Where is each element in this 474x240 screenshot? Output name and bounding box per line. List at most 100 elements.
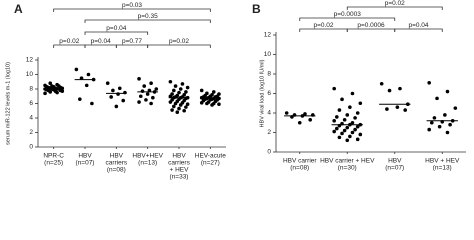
data-point <box>117 86 122 91</box>
bracket <box>299 17 396 21</box>
data-point <box>140 89 145 93</box>
data-point <box>337 135 342 140</box>
data-point <box>172 88 176 93</box>
data-point <box>435 96 439 101</box>
data-point <box>50 84 54 88</box>
p-value: p=0.02 <box>385 0 405 7</box>
data-point <box>138 94 143 99</box>
x-tick-label: (n=08) <box>107 167 126 174</box>
data-point <box>109 95 113 99</box>
x-tick-label: HBV + HEV <box>425 158 460 165</box>
x-tick-label: HBV carrier <box>283 158 317 165</box>
background <box>0 0 474 186</box>
data-point <box>199 88 204 93</box>
data-point <box>284 111 289 115</box>
x-tick-label: carriers <box>168 160 190 167</box>
data-point <box>168 94 173 99</box>
data-point <box>385 107 389 111</box>
data-point <box>443 113 447 117</box>
data-point <box>170 108 174 112</box>
y-tick-label: 4 <box>267 110 271 117</box>
data-point <box>337 108 342 112</box>
data-point <box>137 100 141 104</box>
data-point <box>210 103 214 107</box>
y-tick-label: 2 <box>29 129 33 136</box>
data-point <box>348 105 352 109</box>
data-point <box>205 101 209 106</box>
x-tick-label: + HEV <box>170 167 190 174</box>
data-point <box>144 98 148 102</box>
x-tick-label: HEV-acute <box>195 153 226 160</box>
p-value: p=0.04 <box>91 38 111 45</box>
bracket <box>84 31 149 35</box>
data-point <box>175 110 180 114</box>
x-tick-label: HBV <box>172 153 186 160</box>
y-tick-label: 12 <box>264 32 272 39</box>
bracket <box>84 19 211 23</box>
data-point <box>340 97 344 102</box>
data-point <box>177 106 181 111</box>
data-point <box>142 84 147 88</box>
x-tick-label: HBV <box>110 153 124 160</box>
p-value: p=0.77 <box>122 38 142 45</box>
p-value: p=0.0006 <box>357 22 385 29</box>
data-point <box>173 101 178 106</box>
x-tick-label: (n=27) <box>201 160 220 167</box>
x-tick-label: (n=13) <box>138 160 157 167</box>
p-value: p=0.04 <box>408 22 428 29</box>
x-tick-label: (n=30) <box>338 165 357 172</box>
data-point <box>335 126 339 131</box>
data-point <box>355 124 360 129</box>
p-value: p=0.02 <box>313 22 333 29</box>
data-point <box>430 120 434 125</box>
data-point <box>55 82 59 87</box>
y-tick-label: 10 <box>26 71 34 78</box>
data-point <box>427 80 431 85</box>
data-point <box>340 131 344 136</box>
data-point <box>427 127 431 132</box>
data-point <box>445 130 450 135</box>
y-tick-label: 10 <box>264 51 272 58</box>
data-point <box>121 98 126 103</box>
data-point <box>79 76 84 80</box>
data-point <box>151 95 155 100</box>
data-point <box>308 118 313 122</box>
data-point <box>350 130 355 135</box>
data-point <box>86 72 91 77</box>
bracket <box>147 44 211 48</box>
data-point <box>178 103 183 107</box>
data-point <box>78 97 82 101</box>
data-point <box>348 134 352 139</box>
data-point <box>182 108 186 113</box>
y-tick-label: 6 <box>267 90 271 97</box>
data-point <box>432 116 437 120</box>
data-point <box>445 89 450 94</box>
p-value: p=0.04 <box>106 25 126 32</box>
data-point <box>335 115 339 119</box>
x-tick-label: (n=33) <box>170 174 189 181</box>
data-point <box>379 81 384 86</box>
data-point <box>173 84 178 88</box>
data-point <box>145 92 150 96</box>
p-value: p=0.35 <box>138 13 158 20</box>
bracket <box>346 6 443 10</box>
data-point <box>48 81 53 85</box>
x-tick-label: (n=07) <box>385 165 404 172</box>
x-tick-label: HBV+HEV <box>132 153 163 160</box>
x-tick-label: (n=25) <box>44 160 63 167</box>
data-point <box>345 113 350 117</box>
data-point <box>43 83 47 88</box>
data-point <box>184 105 188 109</box>
y-tick-label: 8 <box>267 71 271 78</box>
data-point <box>297 120 302 125</box>
data-point <box>105 81 110 85</box>
x-tick-label: (n=07) <box>76 160 95 167</box>
data-point <box>185 85 190 90</box>
data-point <box>199 100 204 105</box>
y-tick-label: 0 <box>267 149 271 156</box>
data-point <box>403 108 408 112</box>
panel-label: A <box>14 2 23 16</box>
data-point <box>178 87 183 91</box>
data-point <box>111 88 115 93</box>
